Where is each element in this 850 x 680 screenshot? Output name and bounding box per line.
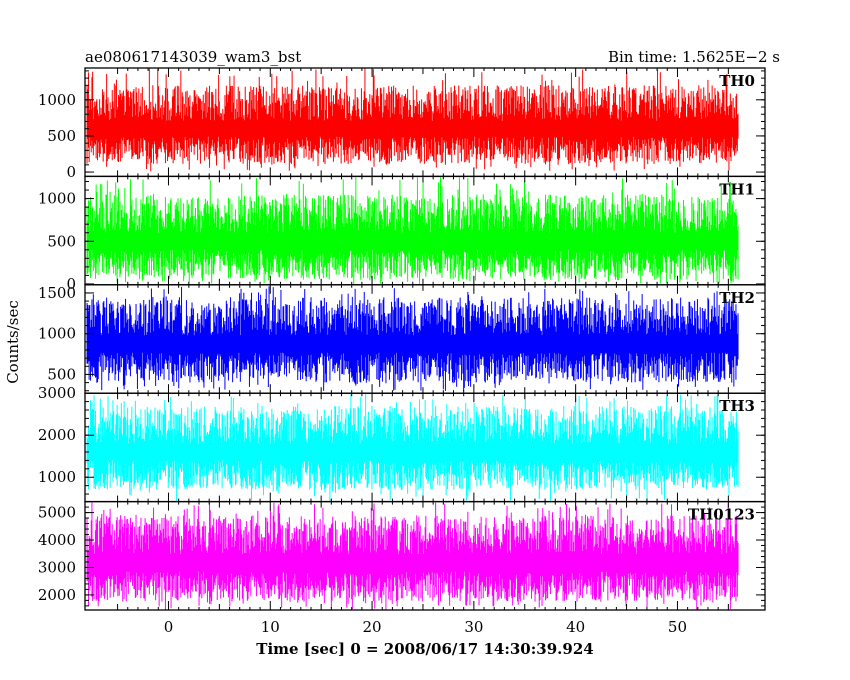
x-tick-label: 50 <box>668 618 687 636</box>
y-tick-label: 1000 <box>38 190 76 208</box>
panel-th0: TH0 0 500 1000 <box>38 67 766 181</box>
y-tick-label: 2000 <box>38 586 76 604</box>
y-tick-label: 0 <box>66 163 76 181</box>
y-axis-label: Counts/sec <box>4 300 22 384</box>
panel-label: TH0123 <box>688 506 755 524</box>
panel-th0123: TH0123 2000 3000 4000 5000 <box>38 500 766 611</box>
series-trace-th0 <box>86 68 739 172</box>
y-tick-label: 1500 <box>38 284 76 302</box>
y-tick-label: 3000 <box>38 384 76 402</box>
y-tick-label: 0 <box>66 275 76 293</box>
panel-th1: TH1 0 500 1000 <box>38 175 766 293</box>
y-tick-label: 500 <box>47 127 76 145</box>
y-tick-label: 1000 <box>38 468 76 486</box>
y-tick-label: 2000 <box>38 426 76 444</box>
x-tick-label: 10 <box>261 618 280 636</box>
chart-title-right: Bin time: 1.5625E−2 s <box>608 48 780 66</box>
y-tick-label: 1000 <box>38 91 76 109</box>
panels-group: TH005001000TH105001000TH250010001500TH31… <box>38 67 766 636</box>
series-trace-th3 <box>86 393 739 502</box>
x-axis-label: Time [sec] 0 = 2008/06/17 14:30:39.924 <box>256 640 593 658</box>
chart-title-left: ae080617143039_wam3_bst <box>85 48 301 66</box>
panel-label: TH2 <box>719 289 755 307</box>
panel-label: TH0 <box>719 72 755 90</box>
series-trace-th0123 <box>86 501 739 610</box>
panel-label: TH3 <box>719 397 755 415</box>
panel-frame <box>84 500 766 611</box>
x-tick-label: 40 <box>566 618 585 636</box>
series-trace-th2 <box>86 286 739 392</box>
x-tick-label: 30 <box>464 618 483 636</box>
x-tick-label: 20 <box>363 618 382 636</box>
y-tick-label: 500 <box>47 365 76 383</box>
y-tick-label: 500 <box>47 232 76 250</box>
y-tick-label: 1000 <box>38 325 76 343</box>
y-tick-label: 3000 <box>38 558 76 576</box>
panel-th2: TH2 500 1000 1500 <box>38 284 766 394</box>
x-tick-label: 0 <box>164 618 174 636</box>
series-trace-th1 <box>86 176 739 284</box>
panel-th3: TH3 1000 2000 3000 <box>38 384 766 503</box>
y-tick-label: 5000 <box>38 504 76 522</box>
y-tick-label: 4000 <box>38 531 76 549</box>
panel-label: TH1 <box>719 180 755 198</box>
